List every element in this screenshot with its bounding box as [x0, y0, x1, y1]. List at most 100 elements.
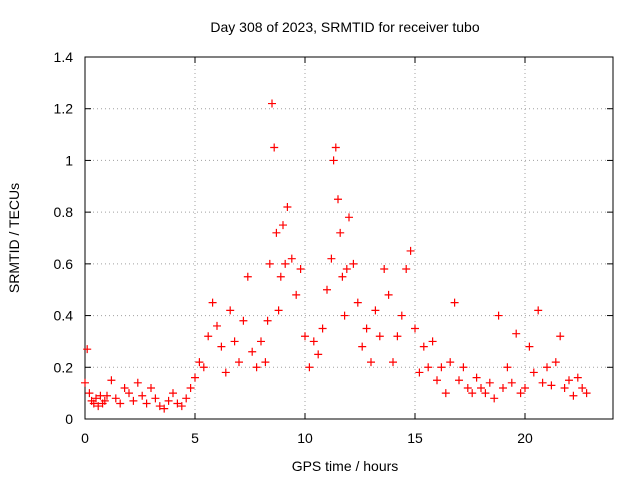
data-point — [283, 202, 292, 211]
data-point — [155, 402, 164, 411]
data-point — [173, 399, 182, 408]
data-point — [455, 376, 463, 385]
y-tick-label: 1.2 — [54, 101, 74, 117]
data-point — [147, 383, 155, 392]
data-point — [342, 265, 351, 274]
data-point — [257, 337, 265, 346]
y-tick-label: 0.6 — [54, 256, 74, 272]
data-point — [459, 363, 468, 372]
x-tick-label: 20 — [517, 430, 533, 446]
data-point — [477, 383, 485, 392]
data-point — [551, 358, 560, 367]
data-point — [529, 368, 538, 377]
data-point — [248, 347, 257, 356]
data-point — [334, 195, 342, 204]
data-point — [521, 383, 529, 392]
data-point — [353, 298, 362, 307]
data-point — [481, 389, 490, 398]
data-point — [560, 383, 569, 392]
data-point — [358, 342, 367, 351]
data-point — [411, 324, 419, 333]
data-point — [296, 265, 305, 274]
chart-title: Day 308 of 2023, SRMTID for receiver tub… — [210, 19, 479, 35]
y-tick-label: 0.2 — [54, 359, 74, 375]
data-point — [169, 389, 177, 398]
data-point — [565, 376, 573, 385]
data-point — [582, 389, 591, 398]
data-point — [384, 290, 393, 299]
data-point — [213, 321, 221, 330]
data-point — [397, 311, 406, 320]
data-point — [182, 394, 191, 403]
data-point — [428, 337, 437, 346]
data-point — [327, 254, 336, 263]
data-point — [208, 298, 217, 307]
data-point — [424, 363, 433, 372]
data-point — [468, 389, 477, 398]
data-point — [186, 383, 195, 392]
data-point — [490, 394, 499, 403]
data-point — [138, 391, 147, 400]
data-point — [107, 376, 116, 385]
x-tick-label: 0 — [81, 430, 89, 446]
data-point — [287, 254, 296, 263]
data-point — [274, 306, 283, 315]
data-point — [578, 383, 587, 392]
x-tick-label: 10 — [297, 430, 313, 446]
data-point — [349, 259, 358, 268]
data-point — [472, 373, 481, 382]
data-point — [499, 383, 507, 392]
data-point — [103, 391, 111, 400]
data-point — [270, 143, 279, 152]
data-point — [281, 259, 290, 268]
data-point — [441, 389, 450, 398]
y-tick-label: 0.4 — [54, 308, 74, 324]
x-tick-label: 15 — [407, 430, 423, 446]
data-point — [525, 342, 534, 351]
data-point — [243, 272, 252, 281]
data-point — [116, 399, 125, 408]
data-point — [268, 99, 276, 108]
data-point — [340, 311, 349, 320]
data-point — [191, 373, 199, 382]
data-point — [450, 298, 459, 307]
data-point — [230, 337, 239, 346]
data-point — [415, 368, 424, 377]
data-point — [199, 363, 208, 372]
data-point — [160, 404, 169, 413]
data-point — [463, 383, 472, 392]
data-point — [279, 221, 287, 230]
data-point — [195, 358, 204, 367]
data-point — [534, 306, 543, 315]
data-point — [100, 396, 109, 405]
data-point — [433, 376, 441, 385]
data-point — [85, 389, 94, 398]
data-point — [547, 381, 556, 390]
data-point — [83, 345, 92, 354]
y-tick-label: 0.8 — [54, 204, 74, 220]
data-point — [314, 350, 323, 359]
data-point — [402, 265, 411, 274]
data-point — [367, 358, 375, 367]
data-point — [573, 373, 582, 382]
data-point — [292, 290, 301, 299]
data-point — [301, 332, 309, 341]
x-tick-label: 5 — [191, 430, 199, 446]
data-point — [516, 389, 525, 398]
axis-ticks: 0 0.2 0.4 0.6 0.8 1 1.2 1.4 0 5 10 15 20 — [54, 49, 613, 446]
data-point — [81, 378, 89, 387]
data-point — [239, 316, 248, 325]
data-point — [92, 394, 100, 403]
x-axis-label: GPS time / hours — [292, 458, 399, 474]
grid — [85, 57, 613, 419]
data-point — [151, 394, 160, 403]
y-tick-label: 1.4 — [54, 49, 74, 65]
data-point — [538, 378, 547, 387]
y-tick-label: 1 — [65, 152, 73, 168]
data-point — [503, 363, 512, 372]
data-point — [318, 324, 327, 333]
data-point — [252, 363, 261, 372]
data-point — [331, 143, 340, 152]
data-point — [276, 272, 285, 281]
data-point — [177, 402, 186, 411]
